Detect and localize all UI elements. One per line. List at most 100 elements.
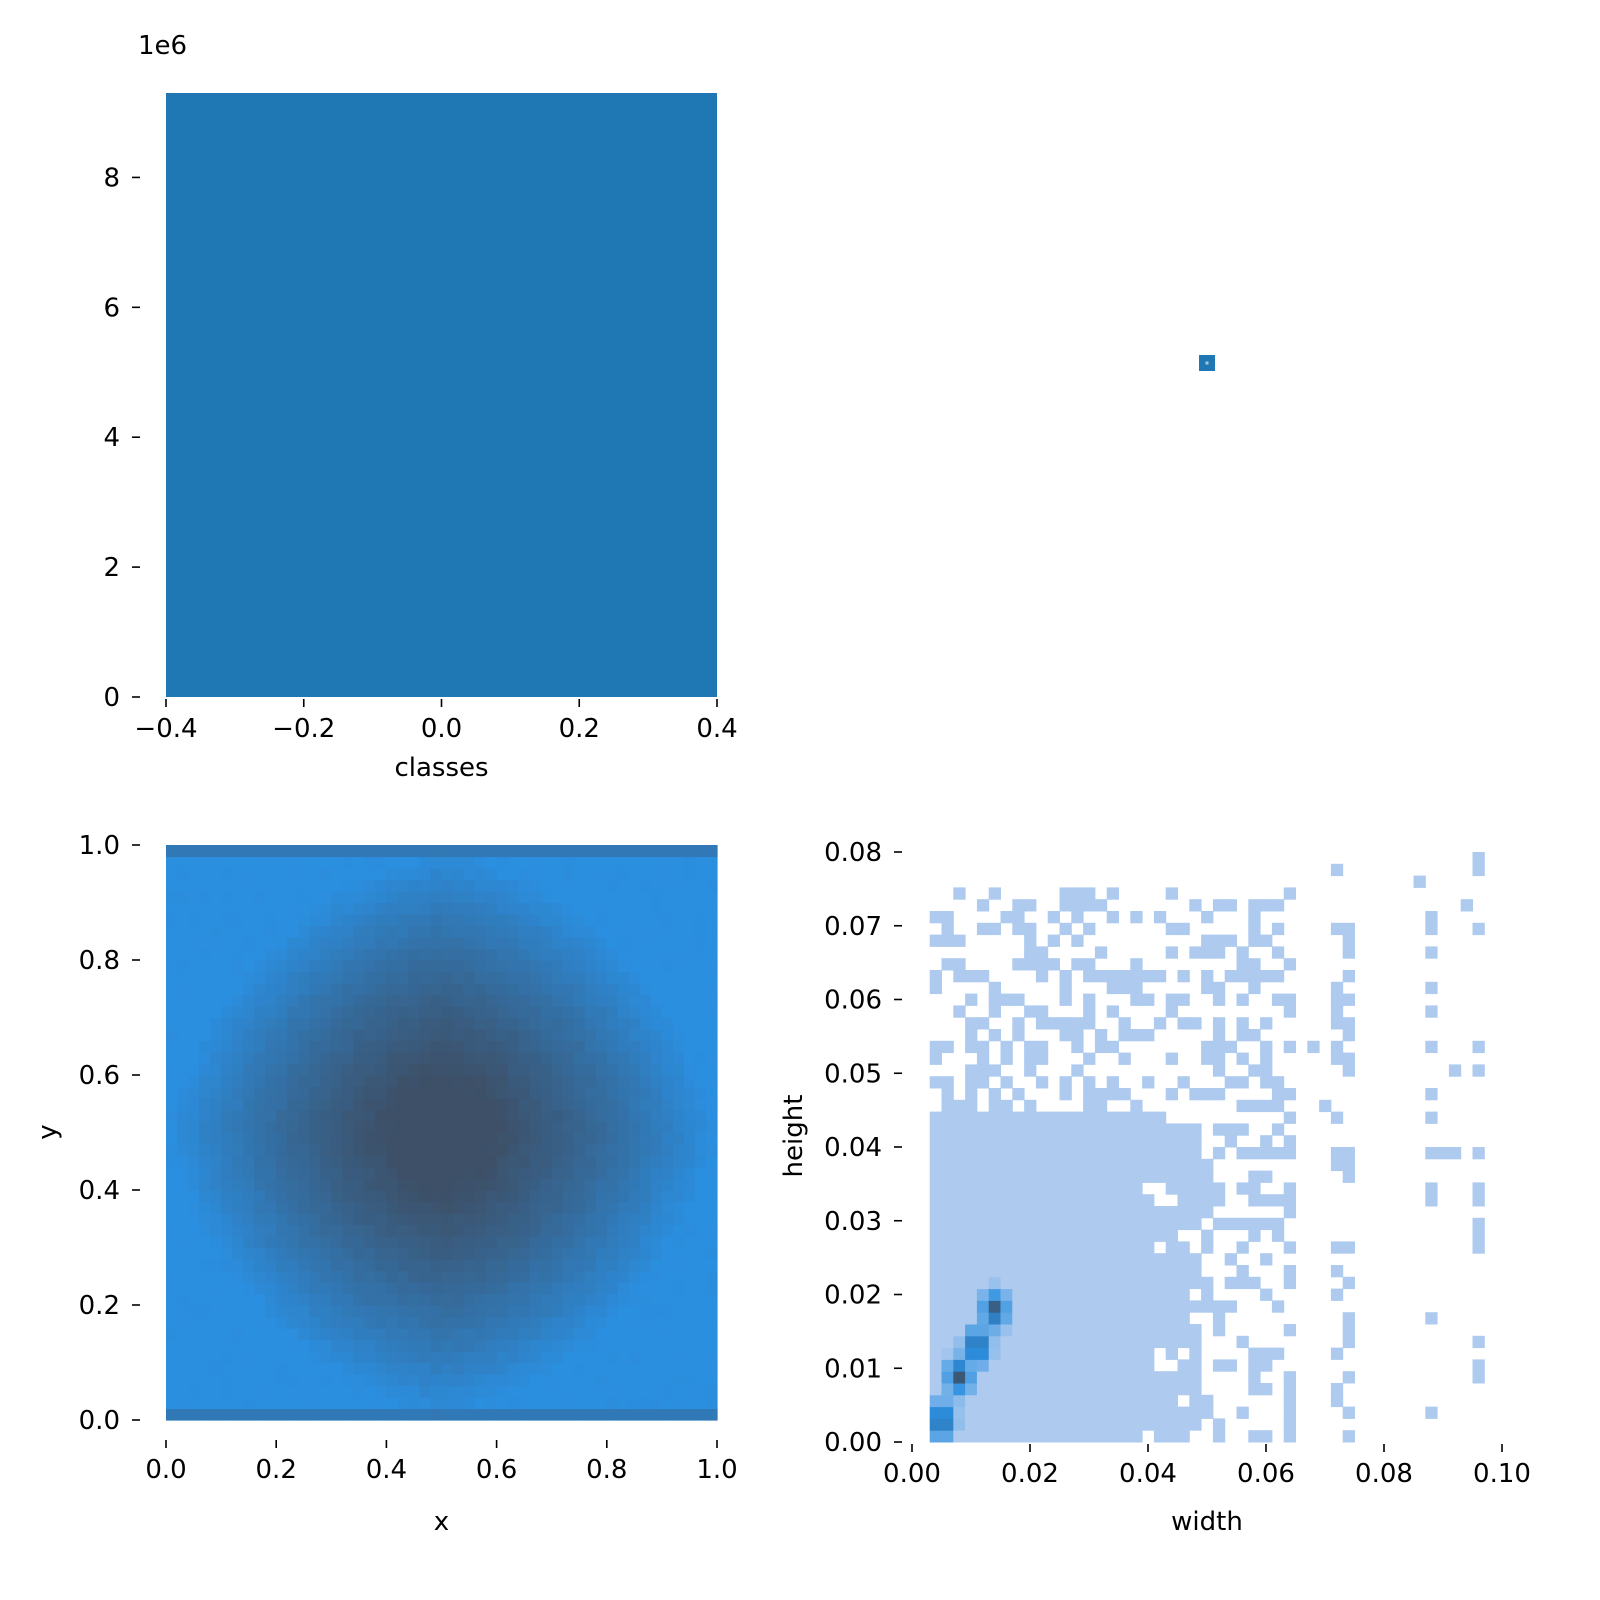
xy-heatmap-cell	[353, 1132, 365, 1145]
xy-heatmap-cell	[199, 1098, 211, 1111]
xy-heatmap-cell	[265, 960, 277, 973]
xy-marker-panel	[1199, 355, 1215, 371]
xy-heatmap-cell	[452, 914, 465, 927]
wh-heatmap-cell	[1000, 1217, 1013, 1231]
wh-heatmap-cell	[1118, 1229, 1131, 1242]
xy-heatmap-cell	[364, 1385, 376, 1398]
xy-heatmap-cell	[584, 1040, 597, 1053]
wh-heatmap-cell	[1212, 1217, 1226, 1231]
xy-heatmap-cell	[386, 902, 399, 915]
xy-heatmap-cell	[474, 1362, 487, 1375]
xy-heatmap-cell	[408, 1397, 421, 1410]
wh-heatmap-cell	[1283, 1394, 1296, 1408]
wh-heatmap-cell	[1153, 1312, 1167, 1325]
xy-heatmap-cell	[177, 891, 189, 904]
xy-heatmap-cell	[474, 960, 487, 973]
wh-heatmap-cell	[1094, 1194, 1108, 1207]
wh-heatmap-cell	[1189, 1394, 1202, 1408]
xy-heatmap-cell	[166, 1374, 178, 1387]
wh-heatmap-cell	[1201, 946, 1214, 959]
xy-heatmap-cell	[232, 1282, 244, 1295]
xy-heatmap-cell	[353, 1040, 365, 1053]
xy-heatmap-cell	[595, 1259, 608, 1272]
xy-heatmap-cell	[463, 1293, 476, 1306]
xy-heatmap-cell	[199, 1178, 211, 1191]
wh-heatmap-cell	[1071, 1111, 1084, 1124]
wh-heatmap-cell	[1260, 1170, 1273, 1183]
xy-heatmap-cell	[320, 1006, 332, 1019]
xy-heatmap-cell	[562, 1408, 575, 1421]
xy-heatmap-cell	[441, 1282, 454, 1295]
xy-heatmap-cell	[419, 1017, 432, 1030]
xy-heatmap-cell	[419, 914, 432, 927]
xy-heatmap-cell	[188, 1247, 200, 1260]
wh-y-tick-label: 0.08	[824, 838, 882, 868]
xy-heatmap-cell	[309, 1075, 321, 1088]
wh-heatmap-cell	[965, 1276, 978, 1290]
xy-heatmap-cell	[474, 1109, 487, 1122]
xy-heatmap-cell	[232, 1351, 244, 1364]
xy-heatmap-cell	[650, 971, 663, 984]
wh-heatmap-cell	[1071, 1371, 1084, 1384]
xy-heatmap-cell	[331, 902, 343, 915]
xy-heatmap-cell	[452, 1213, 465, 1226]
xy-heatmap-cell	[683, 1006, 696, 1019]
xy-heatmap-cell	[562, 891, 575, 904]
xy-heatmap-cell	[507, 914, 520, 927]
xy-heatmap-cell	[650, 1339, 663, 1352]
wh-heatmap-cell	[1130, 993, 1143, 1006]
wh-heatmap-cell	[1413, 875, 1426, 888]
xy-heatmap-cell	[342, 1144, 354, 1157]
wh-heatmap-cell	[1071, 934, 1084, 947]
xy-heatmap-cell	[661, 1270, 674, 1283]
wh-heatmap-cell	[1248, 922, 1261, 936]
xy-heatmap-cell	[584, 1316, 597, 1329]
xy-heatmap-cell	[331, 1328, 343, 1341]
xy-heatmap-cell	[518, 891, 531, 904]
xy-heatmap-cell	[452, 925, 465, 938]
xy-heatmap-cell	[540, 1040, 553, 1053]
xy-heatmap-cell	[672, 994, 685, 1007]
xy-heatmap-cell	[210, 1144, 222, 1157]
wh-x-tick-label: 0.10	[1473, 1459, 1531, 1489]
xy-heatmap-cell	[320, 1086, 332, 1099]
wh-heatmap-cell	[1201, 1052, 1214, 1065]
xy-heatmap-cell	[287, 1293, 299, 1306]
xy-heatmap-cell	[496, 1109, 509, 1122]
xy-heatmap-cell	[254, 1121, 266, 1134]
xy-heatmap-cell	[672, 845, 685, 858]
xy-heatmap-cell	[452, 856, 465, 869]
xy-heatmap-cell	[298, 902, 310, 915]
xy-heatmap-cell	[441, 960, 454, 973]
xy-heatmap-cell	[617, 879, 630, 892]
xy-heatmap-cell	[474, 914, 487, 927]
xy-heatmap-cell	[320, 1075, 332, 1088]
wh-heatmap-cell	[941, 1147, 954, 1160]
xy-heatmap-cell	[276, 856, 288, 869]
wh-heatmap-cell	[1059, 1135, 1072, 1148]
xy-heatmap-cell	[606, 1316, 619, 1329]
xy-heatmap-cell	[540, 1305, 553, 1318]
wh-heatmap-cell	[1201, 1300, 1214, 1313]
xy-heatmap-cell	[386, 1316, 399, 1329]
xy-heatmap-cell	[683, 971, 696, 984]
xy-heatmap-cell	[584, 1259, 597, 1272]
xy-heatmap-cell	[331, 1408, 343, 1421]
xy-heatmap-cell	[650, 983, 663, 996]
xy-heatmap-cell	[430, 1236, 443, 1249]
xy-heatmap-cell	[496, 948, 509, 961]
wh-heatmap-cell	[1472, 863, 1485, 877]
xy-heatmap-cell	[309, 845, 321, 858]
wh-heatmap-cell	[1106, 1406, 1119, 1419]
xy-heatmap-cell	[166, 1362, 178, 1375]
wh-heatmap-cell	[1094, 1430, 1108, 1443]
wh-heatmap-cell	[929, 1206, 942, 1219]
xy-heatmap-cell	[320, 879, 332, 892]
xy-heatmap-cell	[232, 1040, 244, 1053]
wh-heatmap-cell	[1165, 1229, 1178, 1242]
wh-heatmap-cell	[1035, 1418, 1049, 1431]
xy-heatmap-cell	[485, 1213, 498, 1226]
wh-heatmap-cell	[953, 1158, 966, 1172]
xy-heatmap-cell	[166, 879, 178, 892]
xy-heatmap-cell	[617, 868, 630, 881]
